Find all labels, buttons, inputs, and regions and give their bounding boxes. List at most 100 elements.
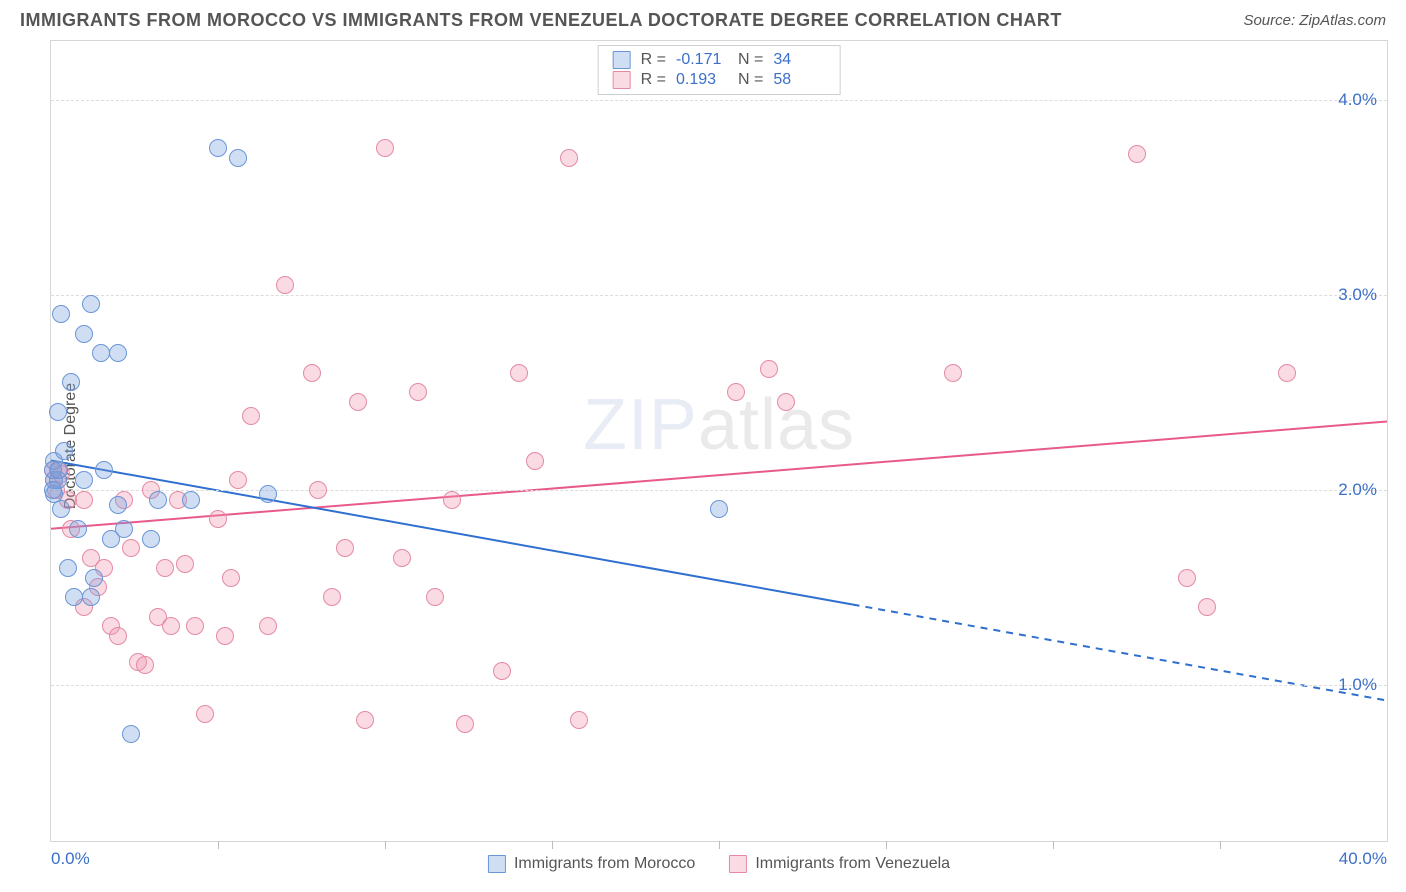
swatch-venezuela-icon — [613, 71, 631, 89]
swatch-morocco-icon — [613, 51, 631, 69]
y-tick-label: 3.0% — [1338, 285, 1377, 305]
point-venezuela — [526, 452, 544, 470]
point-morocco — [44, 481, 62, 499]
point-morocco — [92, 344, 110, 362]
point-venezuela — [75, 491, 93, 509]
chart-title: IMMIGRANTS FROM MOROCCO VS IMMIGRANTS FR… — [20, 10, 1062, 31]
x-max-label: 40.0% — [1339, 849, 1387, 869]
point-morocco — [82, 588, 100, 606]
point-venezuela — [1128, 145, 1146, 163]
point-venezuela — [136, 656, 154, 674]
point-venezuela — [1178, 569, 1196, 587]
r-value-venezuela: 0.193 — [676, 71, 728, 89]
point-morocco — [229, 149, 247, 167]
gridline — [51, 295, 1387, 296]
point-venezuela — [456, 715, 474, 733]
point-venezuela — [349, 393, 367, 411]
point-venezuela — [1198, 598, 1216, 616]
point-morocco — [259, 485, 277, 503]
point-venezuela — [510, 364, 528, 382]
x-tick — [719, 841, 720, 849]
point-venezuela — [944, 364, 962, 382]
point-morocco — [55, 442, 73, 460]
point-venezuela — [1278, 364, 1296, 382]
x-tick — [1220, 841, 1221, 849]
point-morocco — [182, 491, 200, 509]
x-tick — [385, 841, 386, 849]
point-morocco — [209, 139, 227, 157]
series-legend: Immigrants from Morocco Immigrants from … — [488, 855, 950, 873]
point-venezuela — [570, 711, 588, 729]
swatch-morocco-icon — [488, 855, 506, 873]
point-morocco — [109, 344, 127, 362]
gridline — [51, 490, 1387, 491]
point-venezuela — [229, 471, 247, 489]
point-morocco — [75, 325, 93, 343]
point-venezuela — [276, 276, 294, 294]
point-morocco — [69, 520, 87, 538]
x-tick — [886, 841, 887, 849]
gridline — [51, 100, 1387, 101]
point-venezuela — [156, 559, 174, 577]
y-tick-label: 1.0% — [1338, 675, 1377, 695]
gridline — [51, 685, 1387, 686]
point-morocco — [95, 461, 113, 479]
point-morocco — [49, 403, 67, 421]
point-morocco — [52, 500, 70, 518]
point-venezuela — [409, 383, 427, 401]
point-venezuela — [259, 617, 277, 635]
point-venezuela — [323, 588, 341, 606]
point-morocco — [102, 530, 120, 548]
point-venezuela — [222, 569, 240, 587]
point-venezuela — [493, 662, 511, 680]
x-min-label: 0.0% — [51, 849, 90, 869]
point-venezuela — [109, 627, 127, 645]
point-venezuela — [443, 491, 461, 509]
correlation-legend: R = -0.171 N = 34 R = 0.193 N = 58 — [598, 45, 841, 95]
legend-row-venezuela: R = 0.193 N = 58 — [613, 70, 826, 90]
watermark: ZIPatlas — [583, 384, 855, 466]
point-venezuela — [309, 481, 327, 499]
point-morocco — [85, 569, 103, 587]
point-morocco — [75, 471, 93, 489]
x-tick — [218, 841, 219, 849]
trend-lines — [51, 41, 1387, 841]
source-label: Source: ZipAtlas.com — [1243, 12, 1386, 29]
legend-item-venezuela: Immigrants from Venezuela — [729, 855, 950, 873]
point-venezuela — [760, 360, 778, 378]
legend-item-morocco: Immigrants from Morocco — [488, 855, 695, 873]
legend-row-morocco: R = -0.171 N = 34 — [613, 50, 826, 70]
point-morocco — [82, 295, 100, 313]
point-venezuela — [727, 383, 745, 401]
point-venezuela — [242, 407, 260, 425]
point-morocco — [710, 500, 728, 518]
x-tick — [552, 841, 553, 849]
point-morocco — [59, 559, 77, 577]
point-venezuela — [426, 588, 444, 606]
n-value-venezuela: 58 — [773, 71, 825, 89]
point-morocco — [52, 305, 70, 323]
point-venezuela — [122, 539, 140, 557]
point-venezuela — [196, 705, 214, 723]
point-venezuela — [176, 555, 194, 573]
point-venezuela — [560, 149, 578, 167]
point-venezuela — [216, 627, 234, 645]
point-venezuela — [336, 539, 354, 557]
point-morocco — [149, 491, 167, 509]
y-tick-label: 2.0% — [1338, 480, 1377, 500]
point-venezuela — [186, 617, 204, 635]
point-venezuela — [393, 549, 411, 567]
point-venezuela — [376, 139, 394, 157]
point-venezuela — [777, 393, 795, 411]
point-venezuela — [162, 617, 180, 635]
swatch-venezuela-icon — [729, 855, 747, 873]
point-venezuela — [303, 364, 321, 382]
r-value-morocco: -0.171 — [676, 51, 728, 69]
point-morocco — [62, 373, 80, 391]
legend-label-venezuela: Immigrants from Venezuela — [755, 855, 950, 873]
legend-label-morocco: Immigrants from Morocco — [514, 855, 695, 873]
point-morocco — [50, 461, 68, 479]
point-morocco — [122, 725, 140, 743]
point-morocco — [142, 530, 160, 548]
y-tick-label: 4.0% — [1338, 90, 1377, 110]
